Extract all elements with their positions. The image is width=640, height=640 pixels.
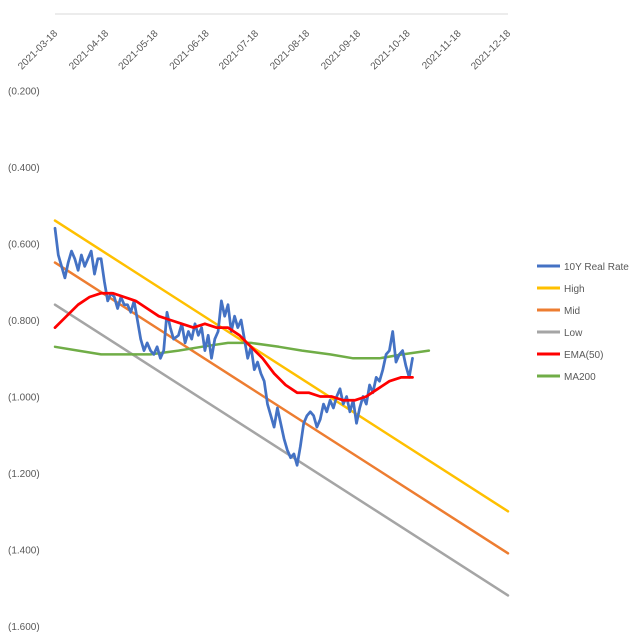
x-tick-label: 2021-08-18 (268, 28, 312, 72)
x-tick-label: 2021-11-18 (420, 28, 464, 72)
y-tick-label: (1.400) (8, 546, 40, 557)
y-tick-label: (0.400) (8, 163, 40, 174)
legend-label: Mid (564, 306, 580, 317)
y-tick-label: (0.800) (8, 316, 40, 327)
x-tick-label: 2021-12-18 (469, 28, 513, 72)
series-line-mid (53, 261, 510, 555)
x-tick-label: 2021-05-18 (117, 28, 161, 72)
legend-label: Low (564, 328, 583, 339)
legend-label: MA200 (564, 372, 596, 383)
x-tick-label: 2021-06-18 (168, 28, 212, 72)
x-axis-ticks: 2021-03-18 2021-04-18 2021-05-18 2021-06-18… (16, 28, 513, 72)
legend-label: 10Y Real Rate (564, 262, 629, 273)
legend: 10Y Real Rate High Mid Low EMA(50) MA200 (537, 262, 629, 383)
x-tick-label: 2021-04-18 (67, 28, 111, 72)
legend-label: High (564, 284, 585, 295)
series-line-10y-real-rate (53, 226, 414, 467)
y-tick-label: (0.200) (8, 87, 40, 98)
x-tick-label: 2021-09-18 (319, 28, 363, 72)
y-tick-label: (1.200) (8, 469, 40, 480)
series-line-high (53, 219, 510, 513)
y-tick-label: (1.000) (8, 393, 40, 404)
x-tick-label: 2021-10-18 (369, 28, 413, 72)
series-layer (53, 219, 510, 597)
legend-label: EMA(50) (564, 350, 603, 361)
x-tick-label: 2021-07-18 (217, 28, 261, 72)
y-axis-ticks: (0.200) (0.400) (0.600) (0.800) (1.000) (1.20… (8, 87, 40, 634)
y-tick-label: (1.600) (8, 622, 40, 633)
series-line-ema-50 (53, 291, 414, 402)
y-tick-label: (0.600) (8, 240, 40, 251)
series-line-ma200 (53, 341, 431, 360)
x-tick-label: 2021-03-18 (16, 28, 60, 72)
